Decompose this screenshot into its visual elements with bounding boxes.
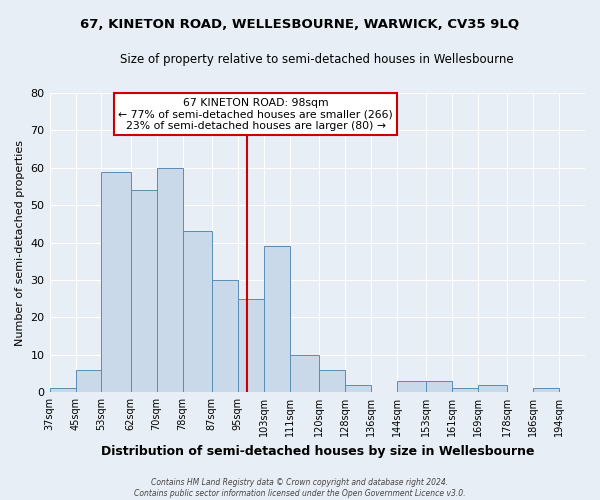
Bar bbox=[319, 370, 345, 392]
Bar bbox=[345, 384, 371, 392]
X-axis label: Distribution of semi-detached houses by size in Wellesbourne: Distribution of semi-detached houses by … bbox=[101, 444, 534, 458]
Bar bbox=[238, 298, 264, 392]
Bar bbox=[290, 354, 319, 392]
Bar bbox=[157, 168, 182, 392]
Bar bbox=[397, 381, 426, 392]
Text: Contains HM Land Registry data © Crown copyright and database right 2024.
Contai: Contains HM Land Registry data © Crown c… bbox=[134, 478, 466, 498]
Bar bbox=[533, 388, 559, 392]
Bar bbox=[452, 388, 478, 392]
Text: 67, KINETON ROAD, WELLESBOURNE, WARWICK, CV35 9LQ: 67, KINETON ROAD, WELLESBOURNE, WARWICK,… bbox=[80, 18, 520, 30]
Title: Size of property relative to semi-detached houses in Wellesbourne: Size of property relative to semi-detach… bbox=[121, 52, 514, 66]
Bar bbox=[478, 384, 507, 392]
Text: 67 KINETON ROAD: 98sqm  
← 77% of semi-detached houses are smaller (266)
23% of : 67 KINETON ROAD: 98sqm ← 77% of semi-det… bbox=[118, 98, 393, 130]
Bar bbox=[101, 172, 131, 392]
Bar bbox=[76, 370, 101, 392]
Bar bbox=[426, 381, 452, 392]
Y-axis label: Number of semi-detached properties: Number of semi-detached properties bbox=[15, 140, 25, 346]
Bar bbox=[264, 246, 290, 392]
Bar bbox=[182, 232, 212, 392]
Bar bbox=[131, 190, 157, 392]
Bar bbox=[212, 280, 238, 392]
Bar bbox=[50, 388, 76, 392]
